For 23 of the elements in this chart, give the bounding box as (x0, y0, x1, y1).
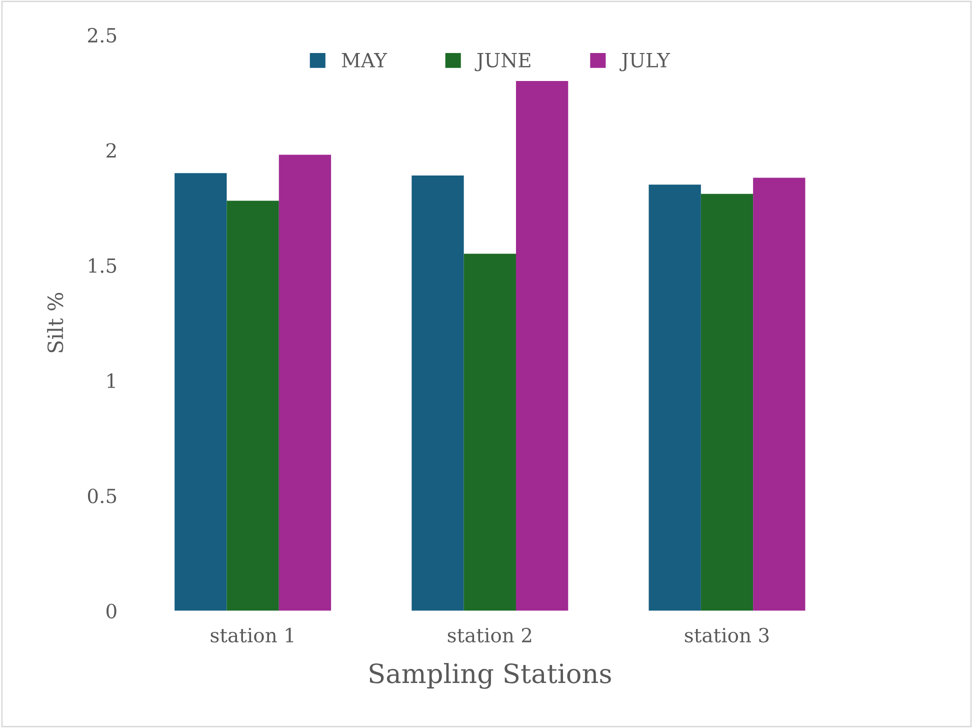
bar (174, 173, 227, 611)
y-tick-label: 1.5 (89, 258, 116, 273)
y-tick-label: 2 (106, 143, 116, 158)
y-axis-title: Silt % (47, 292, 64, 352)
x-tick-label: station 3 (684, 628, 769, 643)
y-tick-label: 1 (108, 373, 115, 388)
legend-label: JUNE (474, 53, 530, 72)
legend-label: JULY (620, 53, 670, 72)
bar (226, 200, 279, 611)
bar (700, 194, 754, 611)
bar (648, 184, 701, 611)
y-tick-label: 0.5 (88, 488, 116, 504)
x-tick-label: station 2 (448, 628, 532, 643)
bar (412, 175, 464, 611)
y-tick-label: 0 (106, 604, 116, 618)
x-axis-title: Sampling Stations (370, 662, 611, 689)
x-tick-label: station 1 (210, 628, 294, 643)
bar (464, 254, 516, 611)
bar (753, 178, 806, 611)
legend-label: MAY (342, 53, 388, 68)
bar (516, 81, 568, 611)
y-tick-label: 2.5 (88, 28, 116, 43)
bar (278, 154, 332, 611)
